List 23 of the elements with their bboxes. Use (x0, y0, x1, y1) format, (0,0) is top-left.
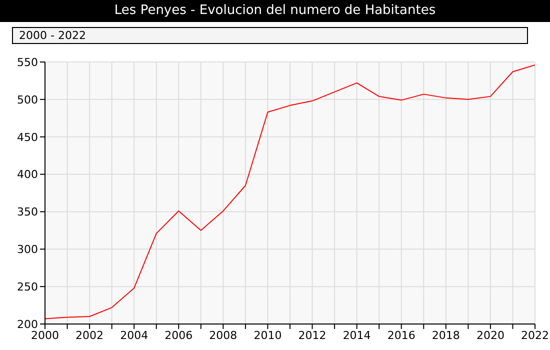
x-tick-label: 2000 (31, 328, 59, 342)
chart-subtitle: 2000 - 2022 (12, 27, 528, 44)
x-tick-label: 2004 (120, 328, 148, 342)
x-tick-label: 2020 (476, 328, 504, 342)
x-tick-label: 2012 (298, 328, 326, 342)
x-tick-label: 2006 (164, 328, 193, 342)
line-series (45, 64, 535, 320)
y-tick-label: 450 (17, 130, 38, 144)
y-tick-label: 250 (17, 280, 38, 294)
chart-title: Les Penyes - Evolucion del numero de Habitantes (0, 0, 550, 22)
x-tick-label: 2016 (387, 328, 416, 342)
y-tick-label: 400 (17, 168, 38, 182)
y-tick-label: 300 (17, 243, 38, 256)
x-tick-label: 2008 (209, 328, 238, 342)
x-tick-label: 2010 (254, 328, 282, 342)
x-tick-label: 2002 (76, 328, 104, 342)
y-tick-label: 200 (17, 318, 38, 331)
y-tick-label: 500 (17, 93, 38, 106)
y-tick-label: 350 (17, 206, 38, 219)
x-tick-label: 2018 (432, 328, 460, 342)
y-tick-label: 550 (17, 56, 38, 69)
x-tick-label: 2014 (342, 328, 371, 342)
x-tick-label: 2022 (521, 328, 549, 342)
